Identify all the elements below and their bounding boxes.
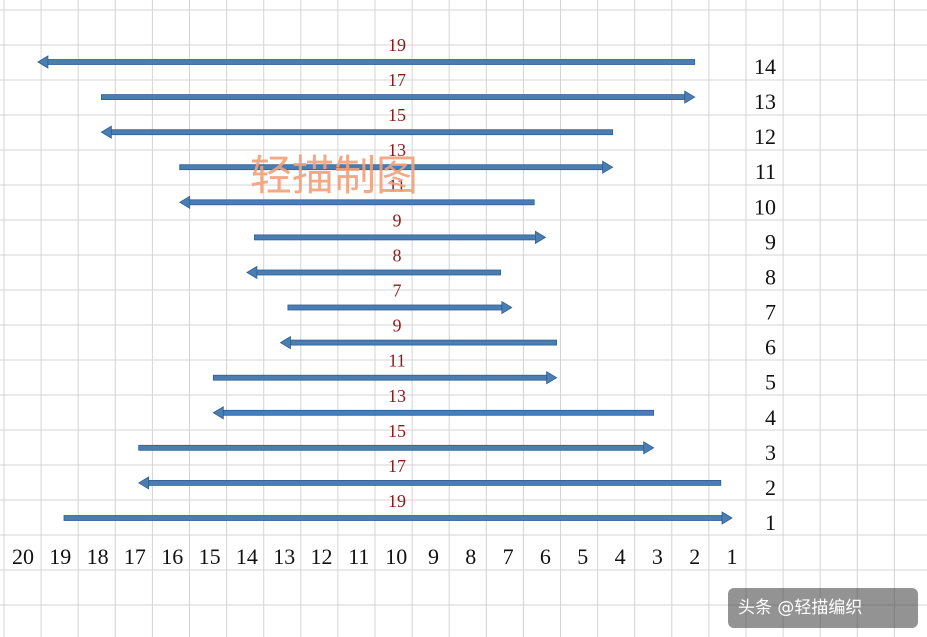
column-number-1: 1: [727, 544, 738, 569]
arrow-shaft: [111, 129, 614, 136]
row-number-10: 10: [754, 194, 776, 219]
arrow-shaft: [222, 409, 654, 416]
stitch-arrow-row-3: [138, 441, 655, 455]
column-number-17: 17: [124, 544, 146, 569]
row-number-9: 9: [765, 229, 776, 254]
stitch-count-row-8: 8: [393, 246, 402, 266]
row-number-11: 11: [755, 159, 776, 184]
stitch-count-row-10: 11: [388, 175, 405, 195]
arrow-shaft: [101, 94, 686, 100]
arrow-head: [602, 160, 614, 174]
row-numbers: 14 13 12 11 10 9 8 7 6 5 4 3 2 1: [754, 54, 776, 535]
stitch-count-row-14: 19: [388, 35, 406, 55]
credit-text: 头条 @轻描编织: [738, 598, 862, 618]
stitch-arrow-row-1: [63, 511, 733, 525]
stitch-count-row-9: 9: [393, 210, 402, 230]
column-number-5: 5: [577, 544, 588, 569]
column-number-10: 10: [385, 544, 407, 569]
arrow-shaft: [148, 479, 722, 486]
stitch-arrow-row-4: [212, 406, 654, 420]
stitch-count-row-3: 15: [388, 421, 406, 441]
stitch-count-row-5: 11: [388, 351, 405, 371]
column-number-16: 16: [161, 544, 183, 569]
arrow-head: [721, 511, 733, 525]
row-number-7: 7: [765, 300, 776, 325]
arrow-shaft: [63, 515, 723, 521]
stitch-arrow-row-7: [287, 300, 513, 315]
column-number-14: 14: [236, 544, 258, 569]
arrow-shaft: [256, 269, 501, 276]
row-number-12: 12: [754, 124, 776, 149]
arrow-head: [501, 300, 513, 315]
column-number-7: 7: [503, 544, 514, 569]
stitch-count-row-12: 15: [388, 105, 406, 125]
stitch-arrow-row-13: [101, 90, 696, 104]
row-number-5: 5: [765, 370, 776, 395]
row-number-1: 1: [765, 510, 776, 535]
stitch-counts: 19 17 15 13 11 9 8 7 9 11 13 15 17 19: [388, 35, 406, 511]
arrow-shaft: [189, 199, 535, 206]
stitch-count-row-7: 7: [393, 281, 402, 301]
arrow-head: [684, 90, 696, 104]
column-number-3: 3: [652, 544, 663, 569]
stitch-arrow-row-12: [100, 125, 614, 139]
row-number-6: 6: [765, 335, 776, 360]
stitch-count-row-11: 13: [388, 140, 406, 160]
row-number-14: 14: [754, 54, 776, 79]
arrow-shaft: [212, 374, 547, 381]
arrow-head: [100, 125, 112, 139]
column-number-15: 15: [199, 544, 221, 569]
column-number-8: 8: [465, 544, 476, 569]
column-number-4: 4: [615, 544, 626, 569]
column-number-6: 6: [540, 544, 551, 569]
arrow-shaft: [47, 59, 696, 65]
arrow-shaft: [253, 234, 536, 241]
column-number-11: 11: [348, 544, 369, 569]
column-number-18: 18: [87, 544, 109, 569]
column-number-20: 20: [12, 544, 34, 569]
column-number-9: 9: [428, 544, 439, 569]
credit-background: [728, 588, 918, 628]
credit-badge: 头条 @轻描编织: [728, 588, 918, 628]
stitch-arrow-row-9: [253, 230, 547, 245]
arrow-head: [643, 441, 655, 455]
stitch-arrow-row-5: [212, 370, 558, 385]
column-number-19: 19: [49, 544, 71, 569]
arrow-head: [535, 230, 547, 245]
row-number-8: 8: [765, 265, 776, 290]
stitch-arrow-row-6: [279, 335, 558, 350]
row-number-2: 2: [765, 475, 776, 500]
row-number-3: 3: [765, 440, 776, 465]
arrow-head: [178, 195, 191, 210]
stitch-arrows: [37, 55, 733, 525]
stitch-arrow-row-11: [179, 160, 614, 174]
column-numbers: 20 19 18 17 16 15 14 13 12 11 10 9 8 7 6 5 4 3 2 1: [12, 544, 738, 569]
column-number-2: 2: [689, 544, 700, 569]
stitch-count-row-6: 9: [393, 316, 402, 336]
column-number-13: 13: [273, 544, 295, 569]
arrow-shaft: [138, 444, 645, 451]
stitch-count-row-13: 17: [388, 70, 406, 90]
stitch-arrow-row-8: [246, 265, 501, 280]
arrow-head: [246, 265, 258, 280]
arrow-head: [212, 406, 224, 420]
arrow-head: [37, 55, 49, 69]
stitch-count-row-4: 13: [388, 386, 406, 406]
stitch-count-row-1: 19: [388, 491, 406, 511]
watermark-text: 轻描制图: [250, 151, 418, 200]
row-number-4: 4: [765, 405, 776, 430]
stitch-count-row-2: 17: [388, 456, 406, 476]
column-number-12: 12: [311, 544, 333, 569]
arrow-head: [279, 335, 291, 350]
stitch-arrow-row-10: [178, 195, 535, 210]
stitch-arrow-row-14: [37, 55, 696, 69]
arrow-head: [546, 370, 558, 385]
arrow-shaft: [287, 304, 503, 311]
arrow-shaft: [290, 339, 558, 346]
row-number-13: 13: [754, 89, 776, 114]
arrow-head: [137, 476, 150, 490]
stitch-arrow-row-2: [137, 476, 722, 490]
